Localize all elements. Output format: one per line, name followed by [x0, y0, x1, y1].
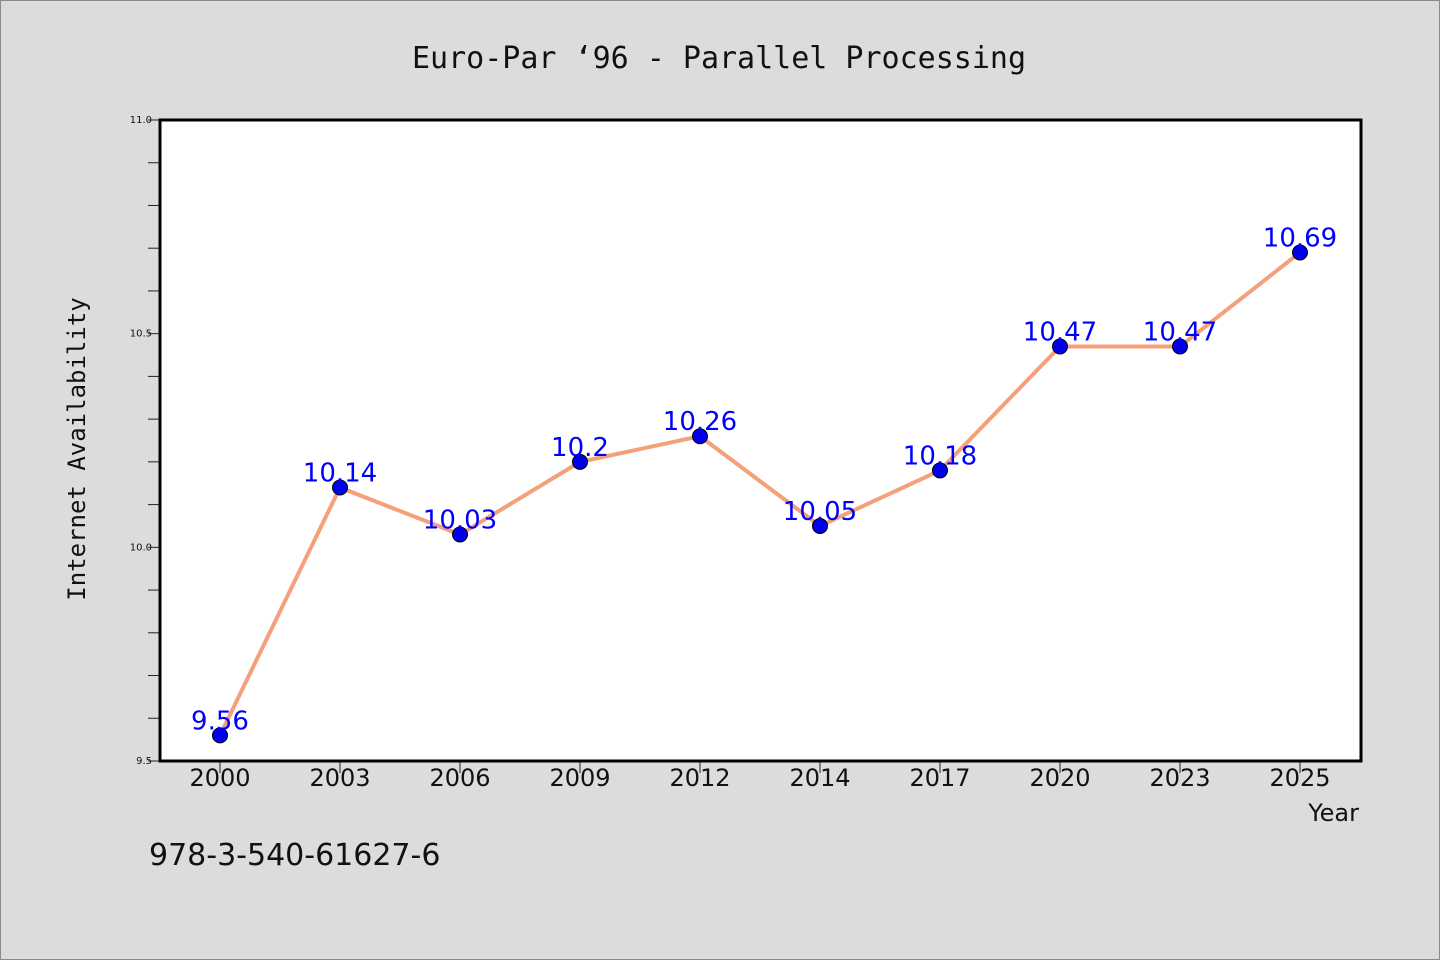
x-tick-label: 2014	[789, 764, 850, 792]
plot-area	[160, 120, 1361, 761]
data-point	[1292, 244, 1308, 261]
data-label: 10.47	[1023, 317, 1097, 347]
x-axis-label: Year	[1307, 799, 1359, 827]
data-point	[572, 453, 588, 470]
plot-frame	[158, 118, 1363, 763]
series-group: 9.56 10.14 10.03 10.2 10.26 10.05 10.18 10.47 10…	[191, 223, 1337, 744]
axes: 9.5 10.0 10.5 11.0 2000 2003 2006 2009 2012 2014 2…	[130, 115, 1363, 792]
x-tick-label: 2000	[189, 764, 250, 792]
data-point	[812, 517, 828, 534]
data-point	[1052, 338, 1068, 355]
data-point	[452, 526, 468, 543]
data-point	[332, 479, 348, 496]
x-tick-label: 2017	[909, 764, 970, 792]
data-point	[1172, 338, 1188, 355]
data-label: 10.18	[903, 441, 977, 471]
y-axis-label: Internet Availability	[63, 297, 91, 600]
x-tick-label: 2020	[1029, 764, 1090, 792]
y-tick-label: 10.0	[130, 542, 152, 553]
series-line	[218, 250, 1302, 738]
x-tick-label: 2009	[549, 764, 610, 792]
data-label: 10.47	[1143, 317, 1217, 347]
data-point	[932, 462, 948, 479]
y-tick-label: 11.0	[130, 115, 152, 126]
data-point	[212, 727, 228, 744]
data-label: 10.14	[303, 459, 377, 489]
data-label: 10.69	[1263, 223, 1337, 253]
x-tick-label: 2012	[669, 764, 730, 792]
data-label: 10.26	[663, 407, 737, 437]
x-tick-label: 2025	[1269, 764, 1330, 792]
data-label: 10.05	[783, 497, 857, 527]
data-label: 10.03	[423, 506, 497, 536]
x-tick-label: 2023	[1149, 764, 1210, 792]
data-label: 9.56	[191, 706, 249, 736]
footer-isbn: 978-3-540-61627-6	[149, 838, 440, 873]
chart-title: Euro-Par ‘96 - Parallel Processing	[412, 41, 1026, 76]
data-point	[692, 428, 708, 445]
x-tick-label: 2006	[429, 764, 490, 792]
y-tick-label: 9.5	[136, 756, 152, 767]
y-tick-label: 10.5	[130, 329, 152, 340]
data-label: 10.2	[551, 433, 609, 463]
x-tick-label: 2003	[309, 764, 370, 792]
